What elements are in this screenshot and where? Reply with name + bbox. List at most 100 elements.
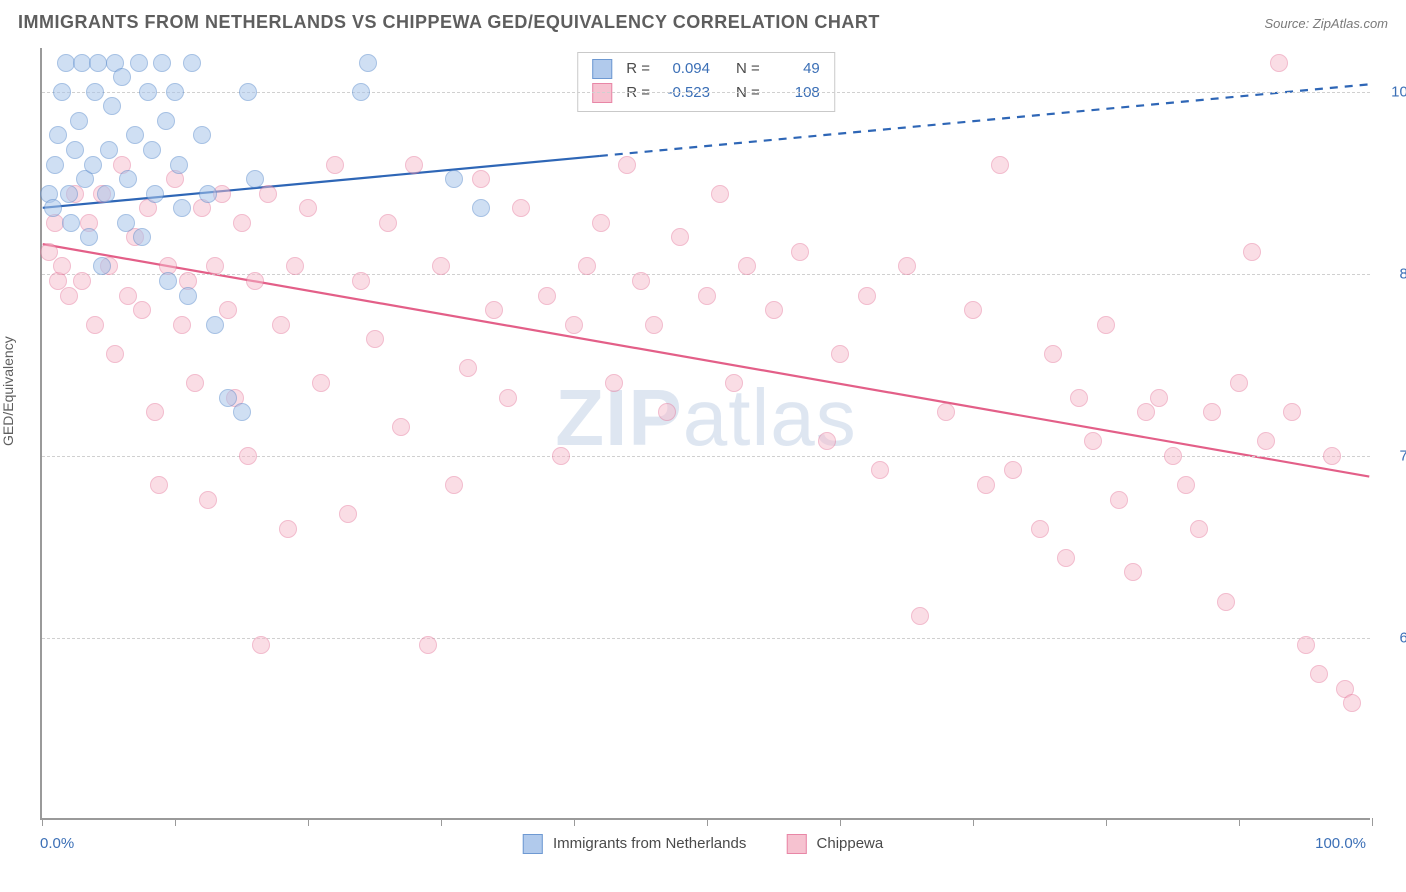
data-point [871, 461, 889, 479]
data-point [199, 185, 217, 203]
data-point [698, 287, 716, 305]
data-point [53, 257, 71, 275]
source-label: Source: ZipAtlas.com [1264, 16, 1388, 31]
data-point [153, 54, 171, 72]
data-point [86, 316, 104, 334]
data-point [183, 54, 201, 72]
data-point [791, 243, 809, 261]
data-point [113, 68, 131, 86]
data-point [166, 83, 184, 101]
data-point [179, 287, 197, 305]
data-point [911, 607, 929, 625]
data-point [146, 403, 164, 421]
data-point [299, 199, 317, 217]
gridline [42, 638, 1370, 639]
data-point [157, 112, 175, 130]
data-point [66, 141, 84, 159]
series-legend: Immigrants from Netherlands Chippewa [523, 834, 883, 854]
data-point [170, 156, 188, 174]
data-point [106, 345, 124, 363]
data-point [1257, 432, 1275, 450]
data-point [1323, 447, 1341, 465]
data-point [173, 316, 191, 334]
data-point [366, 330, 384, 348]
data-point [725, 374, 743, 392]
data-point [60, 185, 78, 203]
data-point [964, 301, 982, 319]
data-point [1297, 636, 1315, 654]
n-value-b: 108 [768, 81, 820, 105]
data-point [130, 54, 148, 72]
data-point [193, 126, 211, 144]
data-point [1283, 403, 1301, 421]
data-point [1044, 345, 1062, 363]
x-tick [441, 818, 442, 826]
data-point [159, 272, 177, 290]
chart-title: IMMIGRANTS FROM NETHERLANDS VS CHIPPEWA … [18, 12, 880, 33]
data-point [133, 228, 151, 246]
legend-item-b: Chippewa [786, 834, 883, 854]
data-point [831, 345, 849, 363]
data-point [233, 214, 251, 232]
data-point [658, 403, 676, 421]
data-point [206, 316, 224, 334]
data-point [485, 301, 503, 319]
r-label-b: R = [626, 81, 650, 105]
legend-label-b: Chippewa [817, 835, 884, 852]
data-point [392, 418, 410, 436]
data-point [246, 272, 264, 290]
data-point [219, 389, 237, 407]
data-point [246, 170, 264, 188]
swatch-series-b-icon [592, 83, 612, 103]
data-point [126, 126, 144, 144]
x-tick [42, 818, 43, 826]
legend-item-a: Immigrants from Netherlands [523, 834, 747, 854]
data-point [259, 185, 277, 203]
x-tick [840, 818, 841, 826]
data-point [445, 170, 463, 188]
data-point [765, 301, 783, 319]
x-axis-min-label: 0.0% [40, 835, 74, 852]
data-point [84, 156, 102, 174]
data-point [645, 316, 663, 334]
data-point [538, 287, 556, 305]
data-point [738, 257, 756, 275]
chart-container: IMMIGRANTS FROM NETHERLANDS VS CHIPPEWA … [0, 0, 1406, 892]
data-point [97, 185, 115, 203]
data-point [565, 316, 583, 334]
swatch-series-b-icon [786, 834, 806, 854]
data-point [472, 199, 490, 217]
data-point [499, 389, 517, 407]
data-point [46, 156, 64, 174]
swatch-series-a-icon [523, 834, 543, 854]
data-point [312, 374, 330, 392]
data-point [991, 156, 1009, 174]
data-point [60, 287, 78, 305]
data-point [40, 243, 58, 261]
y-tick-label: 75.0% [1378, 447, 1406, 464]
data-point [1343, 694, 1361, 712]
data-point [379, 214, 397, 232]
n-label-b: N = [736, 81, 760, 105]
r-label-a: R = [626, 57, 650, 81]
data-point [432, 257, 450, 275]
data-point [239, 83, 257, 101]
data-point [1097, 316, 1115, 334]
data-point [339, 505, 357, 523]
data-point [352, 272, 370, 290]
data-point [119, 287, 137, 305]
data-point [605, 374, 623, 392]
x-tick [973, 818, 974, 826]
data-point [100, 141, 118, 159]
data-point [206, 257, 224, 275]
data-point [143, 141, 161, 159]
legend-row-b: R = -0.523 N = 108 [592, 81, 820, 105]
data-point [272, 316, 290, 334]
data-point [459, 359, 477, 377]
data-point [186, 374, 204, 392]
data-point [352, 83, 370, 101]
data-point [117, 214, 135, 232]
data-point [1230, 374, 1248, 392]
data-point [80, 228, 98, 246]
legend-label-a: Immigrants from Netherlands [553, 835, 746, 852]
